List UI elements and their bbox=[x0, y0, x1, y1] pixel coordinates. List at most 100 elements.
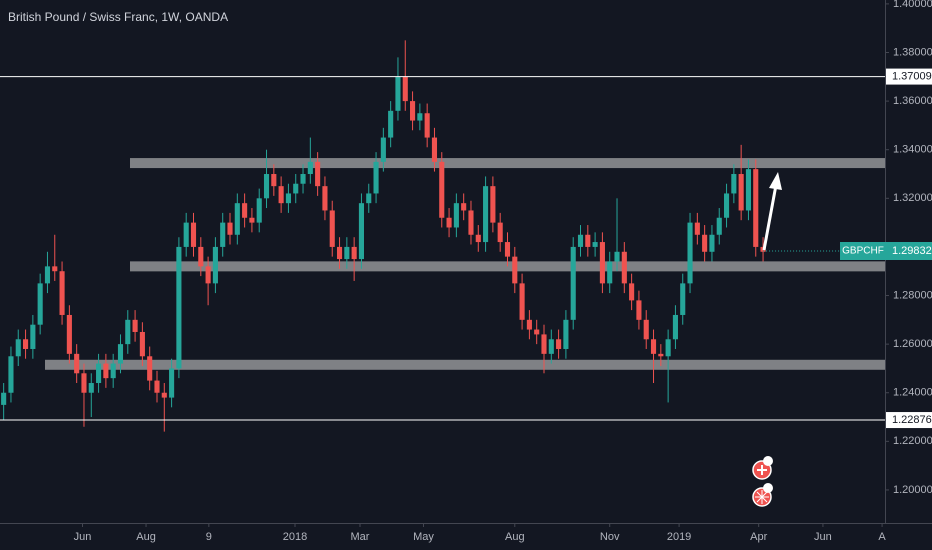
candle-body bbox=[154, 380, 160, 393]
candle-body bbox=[388, 110, 394, 138]
y-tick-label: 1.22000 bbox=[893, 435, 932, 447]
x-tick-label: May bbox=[413, 531, 434, 543]
candle-body bbox=[110, 363, 116, 379]
candle-body bbox=[607, 261, 613, 284]
candle-body bbox=[753, 169, 759, 247]
x-tick-label: 9 bbox=[206, 531, 212, 543]
candle-body bbox=[256, 198, 262, 223]
candle-body bbox=[548, 339, 554, 354]
candle-body bbox=[446, 217, 452, 228]
candle-body bbox=[285, 193, 291, 204]
zone bbox=[130, 158, 885, 169]
candle-body bbox=[738, 174, 744, 211]
candle-body bbox=[585, 234, 591, 247]
candle-body bbox=[59, 271, 65, 315]
candle-body bbox=[577, 234, 584, 247]
candle-body bbox=[30, 324, 36, 349]
candle-body bbox=[52, 266, 58, 272]
zone bbox=[45, 359, 885, 370]
y-tick-label: 1.38000 bbox=[893, 46, 932, 58]
x-tick-label: Mar bbox=[351, 531, 370, 543]
candle-body bbox=[220, 222, 226, 247]
candle-body bbox=[424, 113, 430, 138]
candle-body bbox=[658, 353, 664, 357]
candle-body bbox=[745, 169, 752, 211]
candle-body bbox=[410, 101, 416, 121]
candle-body bbox=[519, 283, 525, 320]
y-tick-label: 1.28000 bbox=[893, 289, 932, 301]
candle-body bbox=[96, 363, 102, 384]
candle-body bbox=[344, 246, 350, 260]
candle-body bbox=[147, 356, 153, 381]
candle-body bbox=[541, 334, 547, 354]
candle-body bbox=[490, 186, 496, 223]
candle-body bbox=[716, 217, 722, 235]
candle-body bbox=[702, 234, 708, 252]
candle-body bbox=[37, 283, 43, 325]
candle-body bbox=[322, 186, 328, 211]
candle-body bbox=[125, 319, 131, 345]
x-tick-label: Jun bbox=[814, 531, 832, 543]
candle-body bbox=[380, 137, 386, 162]
candle-body bbox=[74, 353, 80, 374]
candle-body bbox=[592, 242, 598, 247]
candle-body bbox=[395, 76, 401, 111]
level-label-box bbox=[886, 412, 932, 429]
symbol-box bbox=[840, 242, 886, 261]
candle-body bbox=[278, 186, 284, 204]
candle-body bbox=[468, 210, 474, 235]
candle-body bbox=[161, 392, 167, 398]
x-tick-label: A bbox=[878, 531, 886, 543]
candle-body bbox=[88, 383, 94, 393]
candle-body bbox=[234, 203, 240, 235]
candle-body bbox=[190, 222, 197, 247]
y-tick-label: 1.36000 bbox=[893, 95, 932, 107]
x-tick-label: Aug bbox=[505, 531, 525, 543]
candle-body bbox=[1, 392, 7, 405]
chart-title: British Pound / Swiss Franc, 1W, OANDA bbox=[8, 10, 228, 24]
candle-body bbox=[687, 222, 693, 284]
x-tick-label: Jun bbox=[74, 531, 92, 543]
x-tick-label: Apr bbox=[750, 531, 767, 543]
candle-body bbox=[723, 193, 730, 218]
candle-body bbox=[176, 246, 182, 369]
candle-body bbox=[366, 193, 372, 204]
level-label-box bbox=[886, 68, 932, 85]
candle-body bbox=[534, 329, 540, 335]
y-tick-label: 1.40000 bbox=[893, 0, 932, 10]
candle-body bbox=[205, 266, 211, 284]
candle-body bbox=[242, 203, 248, 218]
candle-body bbox=[15, 339, 21, 357]
candle-body bbox=[621, 251, 627, 284]
candle-body bbox=[169, 368, 175, 398]
candle-body bbox=[694, 222, 700, 235]
last-price-label: 1.29832 bbox=[892, 245, 932, 257]
candle-body bbox=[731, 174, 737, 194]
candle-body bbox=[23, 339, 29, 349]
candle-body bbox=[417, 113, 423, 121]
y-tick-label: 1.26000 bbox=[893, 338, 932, 350]
candle-body bbox=[439, 161, 445, 218]
candle-body bbox=[249, 217, 255, 223]
candle-body bbox=[680, 283, 686, 315]
y-tick-label: 1.20000 bbox=[893, 484, 932, 496]
symbol-label: GBPCHF bbox=[842, 246, 884, 257]
candle-body bbox=[336, 246, 343, 260]
candle-body bbox=[300, 174, 306, 184]
candle-body bbox=[483, 186, 489, 243]
candle-body bbox=[227, 222, 233, 235]
candle-body bbox=[132, 319, 138, 332]
y-tick-label: 1.32000 bbox=[893, 192, 932, 204]
candle-body bbox=[8, 356, 14, 393]
candle-body bbox=[358, 203, 365, 260]
candle-body bbox=[183, 222, 189, 247]
level-label: 1.37009 bbox=[892, 70, 932, 82]
candle-body bbox=[373, 161, 379, 194]
candle-body bbox=[198, 246, 204, 267]
candle-body bbox=[672, 314, 678, 340]
candle-body bbox=[475, 234, 481, 243]
candle-body bbox=[563, 319, 569, 349]
event-icons bbox=[752, 456, 773, 507]
candle-body bbox=[212, 246, 218, 284]
